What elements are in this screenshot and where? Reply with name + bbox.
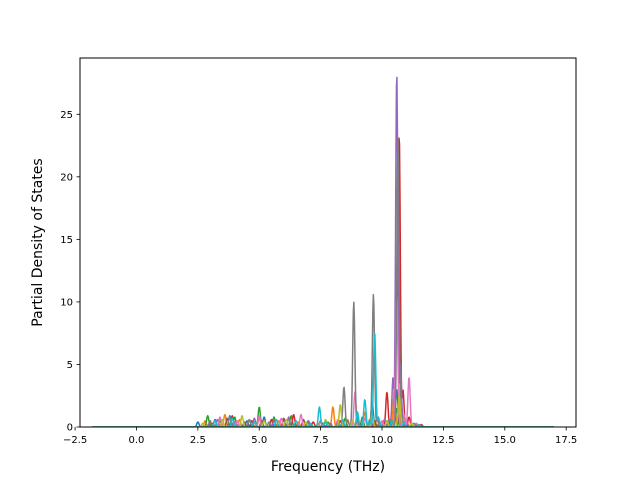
pdos-series-line-6 (92, 415, 555, 427)
y-tick-label: 20 (60, 172, 73, 183)
pdos-series-line-10 (92, 333, 555, 427)
x-tick-label: 10.0 (371, 435, 393, 446)
pdos-series-line-9 (92, 395, 555, 427)
x-tick-label: 17.5 (555, 435, 577, 446)
x-tick-label: 2.5 (190, 435, 206, 446)
x-tick-label: 12.5 (432, 435, 454, 446)
x-tick-label: 5.0 (251, 435, 267, 446)
y-tick-label: 25 (60, 110, 73, 121)
x-tick-label: 15.0 (494, 435, 516, 446)
pdos-series-line-7 (92, 296, 555, 427)
y-tick-label: 0 (67, 423, 73, 434)
x-tick-label: 0.0 (129, 435, 145, 446)
y-axis-label: Partial Density of States (30, 158, 46, 326)
pdos-series-line-2 (92, 388, 555, 427)
y-axis-ticks: 0 5 10 15 20 25 (60, 110, 80, 434)
pdos-series-line-1 (92, 389, 555, 427)
x-axis-label: Frequency (THz) (271, 459, 385, 475)
y-tick-label: 15 (60, 235, 73, 246)
pdos-series-line-4 (92, 137, 555, 427)
x-axis-ticks: −2.5 0.0 2.5 5.0 7.5 10.0 12.5 15.0 17.5 (63, 427, 577, 446)
y-tick-label: 10 (60, 297, 73, 308)
y-tick-label: 5 (67, 360, 73, 371)
pdos-series-line-8 (92, 138, 555, 427)
x-tick-label: −2.5 (63, 435, 87, 446)
pdos-series-line-5 (92, 76, 555, 427)
series-layer (92, 76, 555, 427)
x-tick-label: 7.5 (313, 435, 329, 446)
plot-frame (79, 57, 577, 428)
